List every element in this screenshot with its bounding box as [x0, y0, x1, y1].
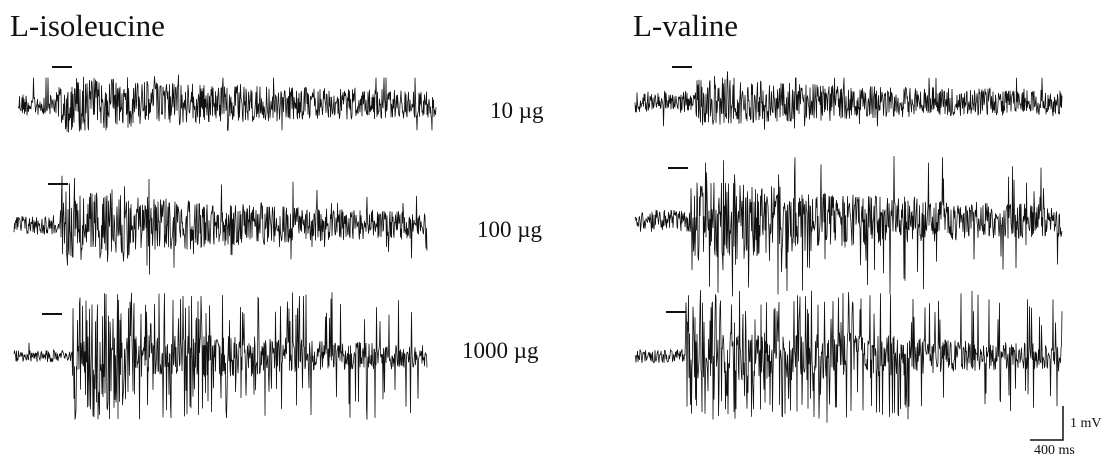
trace-isoleucine-1000	[13, 292, 428, 420]
scale-time-label: 400 ms	[1034, 443, 1075, 458]
trace-valine-10	[634, 71, 1063, 130]
trace-valine-100	[634, 156, 1063, 297]
concentration-label-1000: 1000 µg	[462, 338, 539, 363]
concentration-label-100: 100 µg	[477, 217, 543, 242]
panel-title-valine: L-valine	[633, 8, 739, 43]
panel-title-isoleucine: L-isoleucine	[10, 8, 165, 43]
trace-isoleucine-100	[13, 175, 428, 275]
scale-voltage-label: 1 mV	[1070, 416, 1102, 431]
trace-isoleucine-10	[17, 74, 437, 133]
concentration-label-10: 10 µg	[490, 98, 544, 123]
scale-bar	[1030, 406, 1064, 441]
trace-valine-1000	[634, 289, 1063, 423]
